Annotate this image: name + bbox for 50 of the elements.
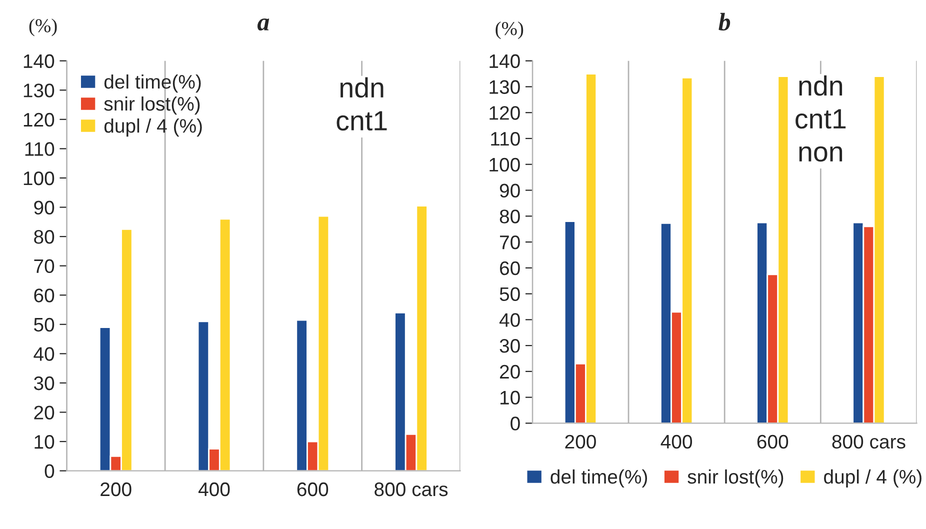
x-tick-label: 600 (297, 482, 328, 496)
annotation: ndn cnt1 non (796, 75, 846, 162)
x-tick-label: 400 (198, 482, 230, 496)
x-tick-label: 600 (757, 434, 788, 449)
y-tick-label: 110 (25, 142, 54, 156)
legend-label: del time(%) (550, 469, 648, 488)
x-tick-label: 800 cars (832, 434, 906, 449)
y-tick-label: 60 (500, 261, 520, 276)
y-tick-label: 80 (500, 210, 520, 224)
y-tick-label: 130 (490, 80, 520, 94)
y-tick-label: 10 (34, 434, 54, 449)
y-tick-label: 100 (490, 158, 520, 172)
legend-label: snir lost(%) (688, 469, 784, 488)
y-axis-title: (%) (496, 21, 524, 40)
y-tick-label: 30 (34, 376, 54, 390)
y-tick-label: 80 (34, 230, 54, 244)
x-tick-label: 200 (100, 482, 132, 496)
y-tick-label: 50 (500, 287, 520, 302)
y-tick-label: 50 (34, 318, 54, 332)
y-tick-label: 10 (500, 390, 520, 405)
y-tick-label: 20 (500, 364, 520, 379)
y-tick-label: 90 (34, 200, 54, 214)
y-axis-title: (%) (29, 18, 57, 36)
y-tick-label: 100 (24, 171, 54, 186)
y-tick-label: 40 (499, 313, 520, 327)
y-tick-label: 140 (24, 54, 54, 68)
x-tick-label: 200 (565, 434, 596, 449)
y-tick-label: 120 (490, 106, 520, 120)
y-tick-label: 40 (34, 347, 54, 361)
y-tick-label: 0 (510, 416, 520, 430)
y-tick-label: 140 (490, 54, 520, 68)
y-tick-label: 90 (500, 184, 520, 198)
y-tick-label: 30 (500, 339, 520, 353)
legend-label: snir lost(%) (104, 96, 200, 115)
legend-label: dupl / 4 (%) (824, 469, 922, 488)
y-tick-label: 70 (500, 235, 520, 250)
y-tick-label: 60 (34, 288, 54, 302)
y-tick-label: 120 (24, 112, 54, 127)
legend-label: del time(%) (104, 74, 201, 93)
y-tick-label: 130 (24, 84, 54, 98)
x-tick-label: 800 cars (374, 482, 448, 496)
x-tick-label: 400 (660, 434, 692, 449)
chart-title: a (257, 18, 270, 31)
legend-label: dupl / 4 (%) (104, 118, 202, 137)
y-tick-label: 20 (34, 406, 54, 420)
y-tick-label: 70 (34, 259, 54, 274)
chart-title: b (718, 12, 730, 31)
annotation: ndn cnt1 (336, 77, 387, 131)
y-tick-label: 0 (44, 464, 54, 478)
y-tick-label: 110 (491, 132, 520, 146)
